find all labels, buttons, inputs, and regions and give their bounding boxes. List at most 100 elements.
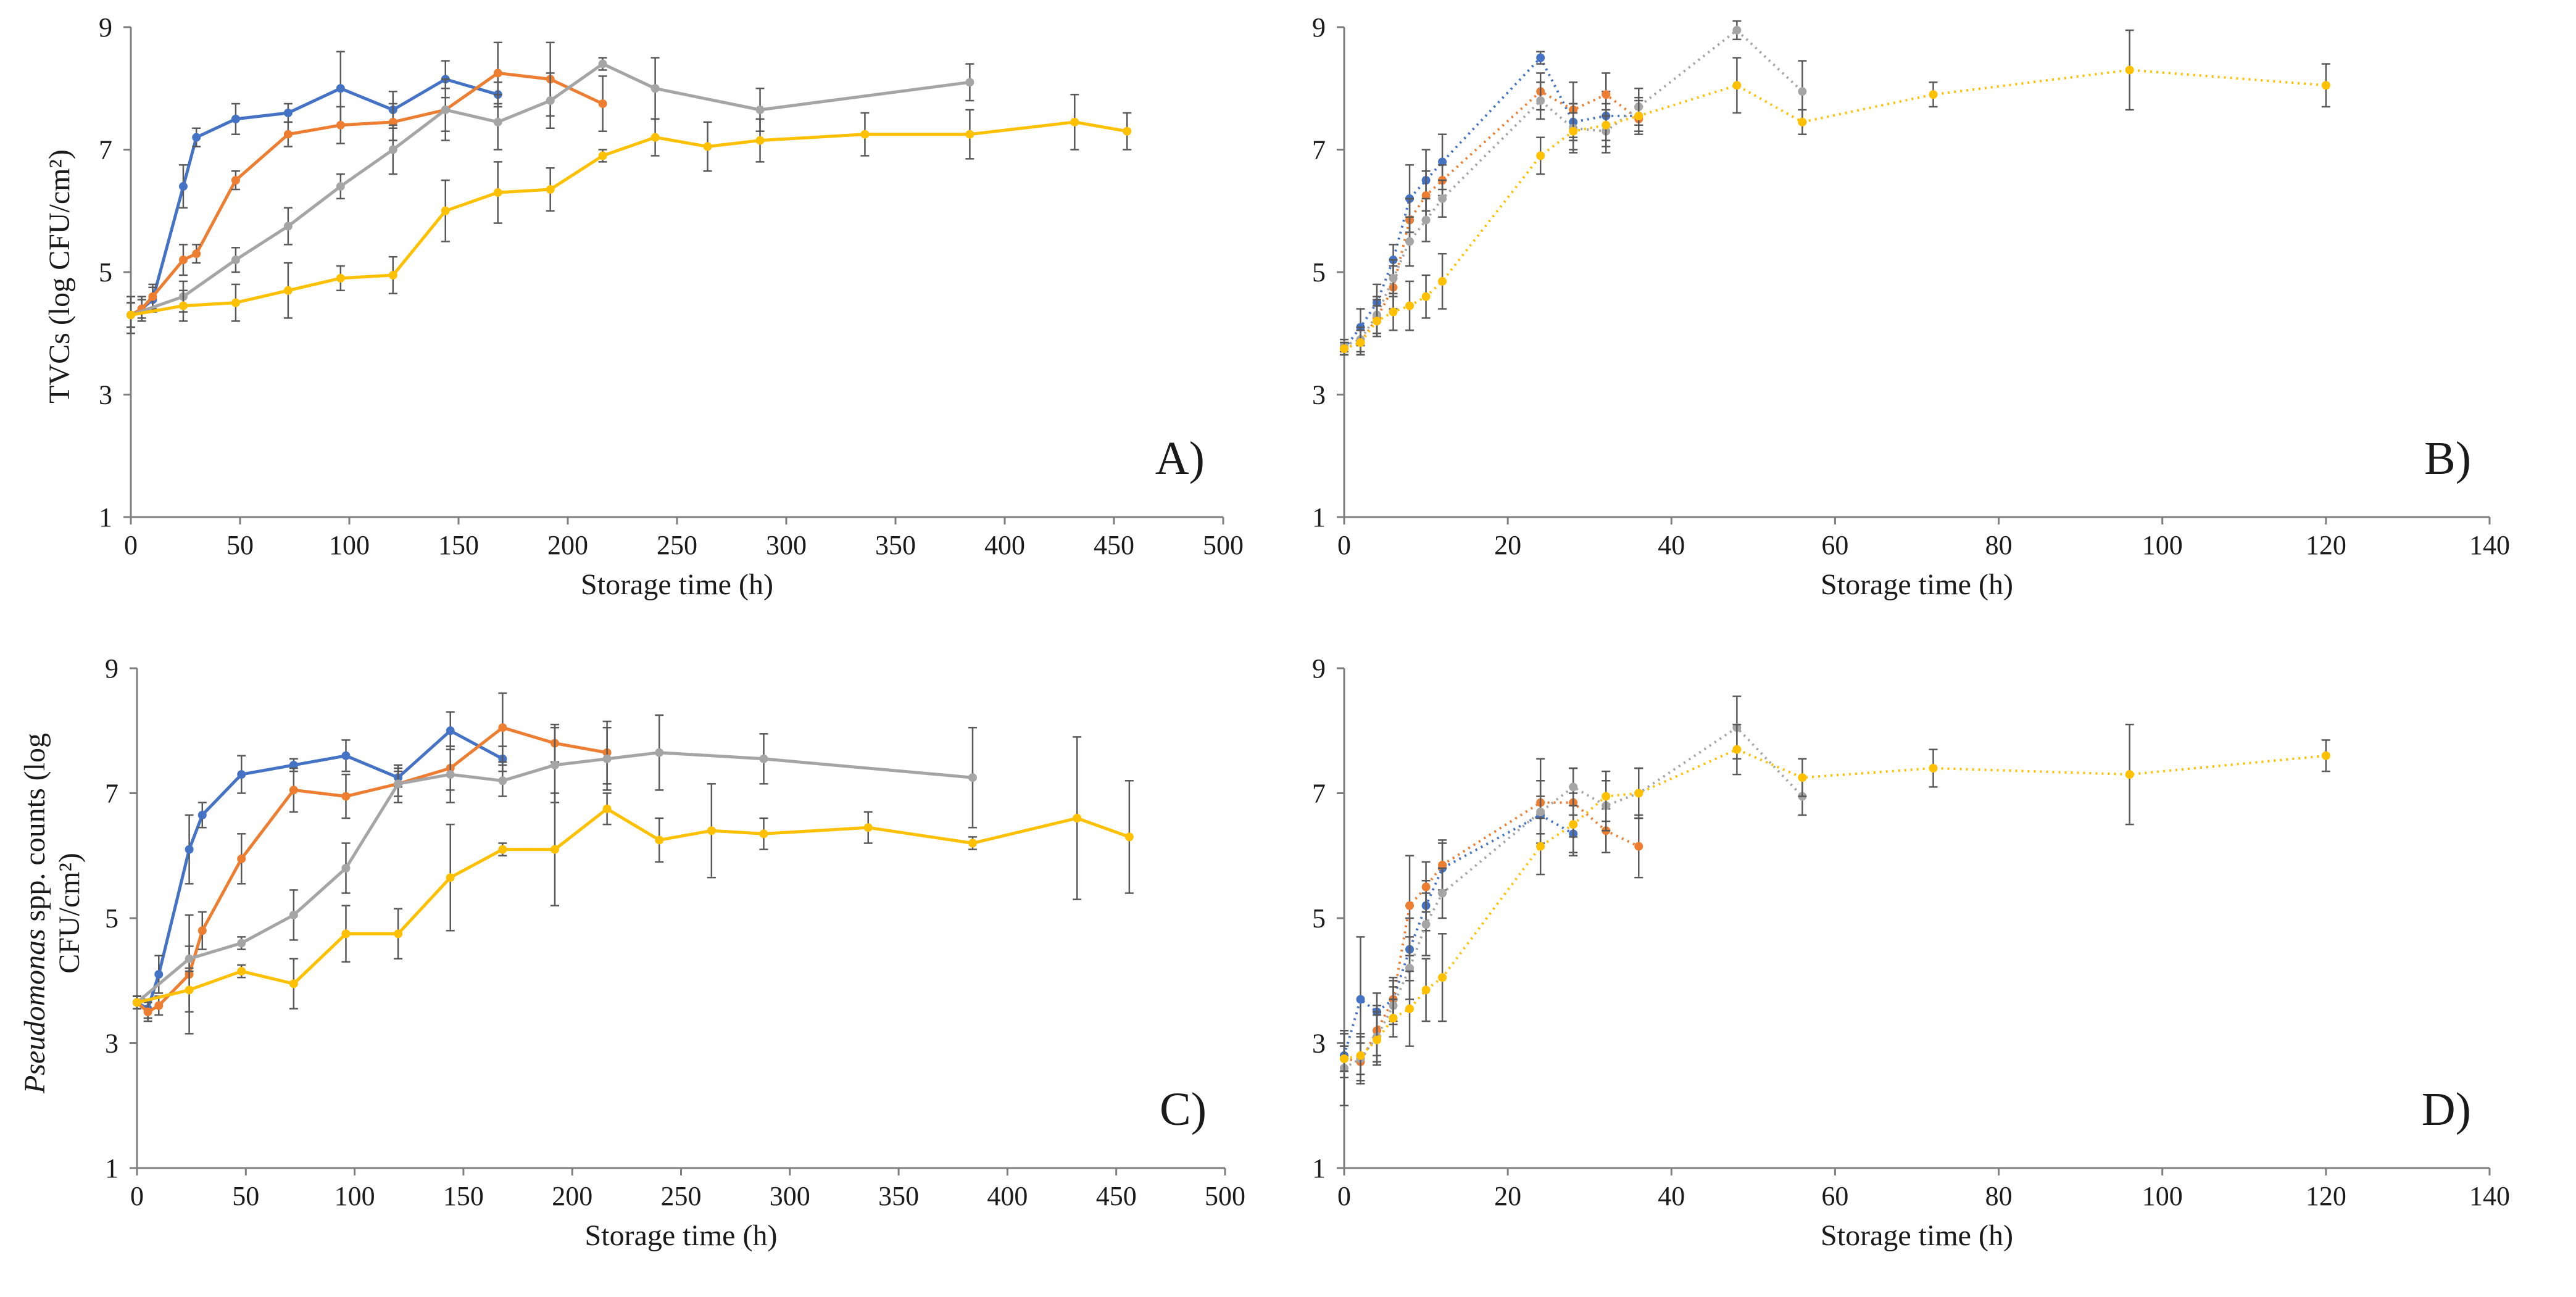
- panel-d-xtick-label: 0: [1337, 1181, 1351, 1211]
- panel-b-point-yellow: [1421, 292, 1431, 301]
- panel-b-line-gray: [1344, 29, 1803, 347]
- panel-a-xtick-label: 500: [1203, 530, 1244, 560]
- panel-a-point-yellow: [336, 273, 345, 283]
- panel-d-ytick-label: 3: [1312, 1029, 1326, 1059]
- panel-c-point-yellow: [289, 979, 298, 988]
- panel-c-point-yellow: [133, 998, 141, 1007]
- panel-a-ytick-label: 5: [99, 257, 112, 288]
- panel-b-ytick-label: 3: [1312, 380, 1326, 410]
- panel-d-point-yellow: [1373, 1035, 1382, 1045]
- panel-c-point-gray: [602, 754, 612, 763]
- panel-a-line-blue: [130, 77, 499, 317]
- panel-a-point-blue: [283, 108, 293, 117]
- panel-c-point-yellow: [707, 826, 716, 835]
- panel-a-xtick-label: 0: [124, 530, 138, 560]
- panel-d-point-yellow: [1421, 985, 1431, 995]
- panel-b-series-yellow: [1340, 29, 2330, 356]
- panel-d-series-yellow: [1340, 723, 2330, 1075]
- panel-a-grid-axes: [123, 26, 1224, 524]
- panel-c-point-blue: [154, 970, 164, 979]
- panel-d-ytick-label: 5: [1312, 903, 1326, 934]
- panel-b-xtick-label: 20: [1494, 530, 1521, 560]
- panel-b-point-yellow: [1373, 317, 1382, 326]
- panel-c-point-gray: [446, 770, 455, 779]
- panel-d-point-yellow: [1634, 789, 1643, 798]
- panel-b-point-yellow: [1569, 126, 1578, 136]
- panel-b-series: [1340, 20, 2330, 356]
- panel-c-point-blue: [341, 751, 351, 760]
- panel-a-point-gray: [388, 145, 397, 154]
- panel-a-point-gray: [441, 105, 450, 114]
- panel-a-point-yellow: [493, 188, 502, 197]
- panel-a-point-gray: [336, 182, 345, 191]
- panel-c-point-yellow: [602, 804, 612, 813]
- panel-d-point-orange: [1634, 842, 1643, 851]
- panel-d-label: D): [2422, 1084, 2471, 1135]
- panel-d-xlabel: Storage time (h): [1821, 1219, 2013, 1252]
- panel-a-point-yellow: [441, 206, 450, 215]
- panel-a-point-yellow: [231, 298, 240, 307]
- panel-d-point-gray: [1438, 889, 1447, 898]
- panel-d-point-yellow: [1405, 1004, 1415, 1013]
- panel-a-point-orange: [231, 176, 240, 185]
- panel-d-point-gray: [1421, 920, 1431, 929]
- panel-d-xtick-label: 140: [2469, 1181, 2510, 1211]
- panel-c-point-blue: [289, 760, 298, 769]
- panel-c-point-blue: [446, 726, 455, 736]
- panel-b-xtick-label: 100: [2142, 530, 2183, 560]
- panel-d-grid-axes: [1337, 667, 2491, 1175]
- panel-d-point-blue: [1356, 995, 1365, 1004]
- panel-c-point-yellow: [863, 823, 873, 832]
- panel-b-point-orange: [1602, 90, 1611, 99]
- panel-a-xtick-label: 50: [226, 530, 254, 560]
- panel-a-point-yellow: [127, 310, 135, 320]
- panel-a-xtick-label: 200: [547, 530, 588, 560]
- panel-a-point-gray: [546, 96, 555, 106]
- panel-d-point-yellow: [1732, 745, 1742, 754]
- panel-b-grid-axes: [1337, 26, 2491, 524]
- panel-d-point-yellow: [1569, 820, 1578, 829]
- panel-d: 1 3 5 7 9 0 20 40 60 80 100 120 140 Storage time (h)…: [1312, 653, 2510, 1252]
- ylabel-bottom-italic: Pseudomonas: [19, 929, 51, 1094]
- panel-c-point-orange: [143, 1007, 152, 1016]
- panel-b-point-gray: [1421, 215, 1431, 225]
- panel-a-point-gray: [598, 59, 607, 68]
- panel-a-point-orange: [178, 255, 188, 265]
- panel-c-xtick-label: 400: [987, 1181, 1028, 1211]
- panel-a-point-yellow: [965, 130, 974, 139]
- panel-b-ytick-label: 1: [1312, 502, 1326, 532]
- panel-c-xtick-label: 100: [334, 1181, 375, 1211]
- panel-a: 1 3 5 7 9 0 50 100 150 200 250 300 350 400 450 500 Stor…: [99, 12, 1244, 601]
- panel-d-xtick-label: 120: [2306, 1181, 2346, 1211]
- panel-c-xlabel: Storage time (h): [585, 1219, 778, 1252]
- panel-c-point-yellow: [446, 873, 455, 882]
- panel-b-series-blue: [1340, 51, 1643, 356]
- panel-c-ytick-label: 1: [105, 1153, 118, 1183]
- panel-b: 1 3 5 7 9 0 20 40 60 80 100 120 140 Storage time (h)…: [1312, 12, 2510, 601]
- panel-a-series-yellow: [127, 93, 1132, 334]
- panel-a-xtick-label: 350: [875, 530, 916, 560]
- panel-b-point-gray: [1389, 273, 1398, 283]
- panel-c-ticks: 1 3 5 7 9 0 50 100 150 200 250 300 350 400 450 500: [105, 653, 1245, 1211]
- panel-b-point-yellow: [1340, 344, 1348, 354]
- panel-a-point-gray: [650, 84, 660, 93]
- panel-b-point-blue: [1536, 53, 1545, 62]
- panel-d-point-gray: [1405, 964, 1415, 972]
- panel-c-line-yellow: [136, 807, 1130, 1005]
- panel-d-line-orange: [1344, 801, 1640, 1063]
- panel-a-series: [127, 41, 1132, 334]
- panel-c-xtick-label: 0: [130, 1181, 144, 1211]
- panel-d-point-yellow: [1356, 1051, 1365, 1060]
- panel-a-point-yellow: [860, 130, 870, 139]
- panel-b-point-gray: [1798, 87, 1807, 96]
- panel-a-point-yellow: [1070, 117, 1079, 126]
- panel-c-point-yellow: [185, 985, 194, 995]
- panel-a-point-orange: [283, 130, 293, 139]
- panel-c-xtick-label: 250: [661, 1181, 702, 1211]
- panel-c-ytick-label: 9: [105, 653, 118, 684]
- panel-d-point-yellow: [1798, 773, 1807, 782]
- panel-c-point-yellow: [550, 845, 559, 854]
- panel-b-xtick-label: 120: [2306, 530, 2346, 560]
- panel-c: 1 3 5 7 9 0 50 100 150 200 250 300 350 400 450 500 Stor…: [105, 653, 1245, 1252]
- panel-d-series-orange: [1340, 758, 1643, 1082]
